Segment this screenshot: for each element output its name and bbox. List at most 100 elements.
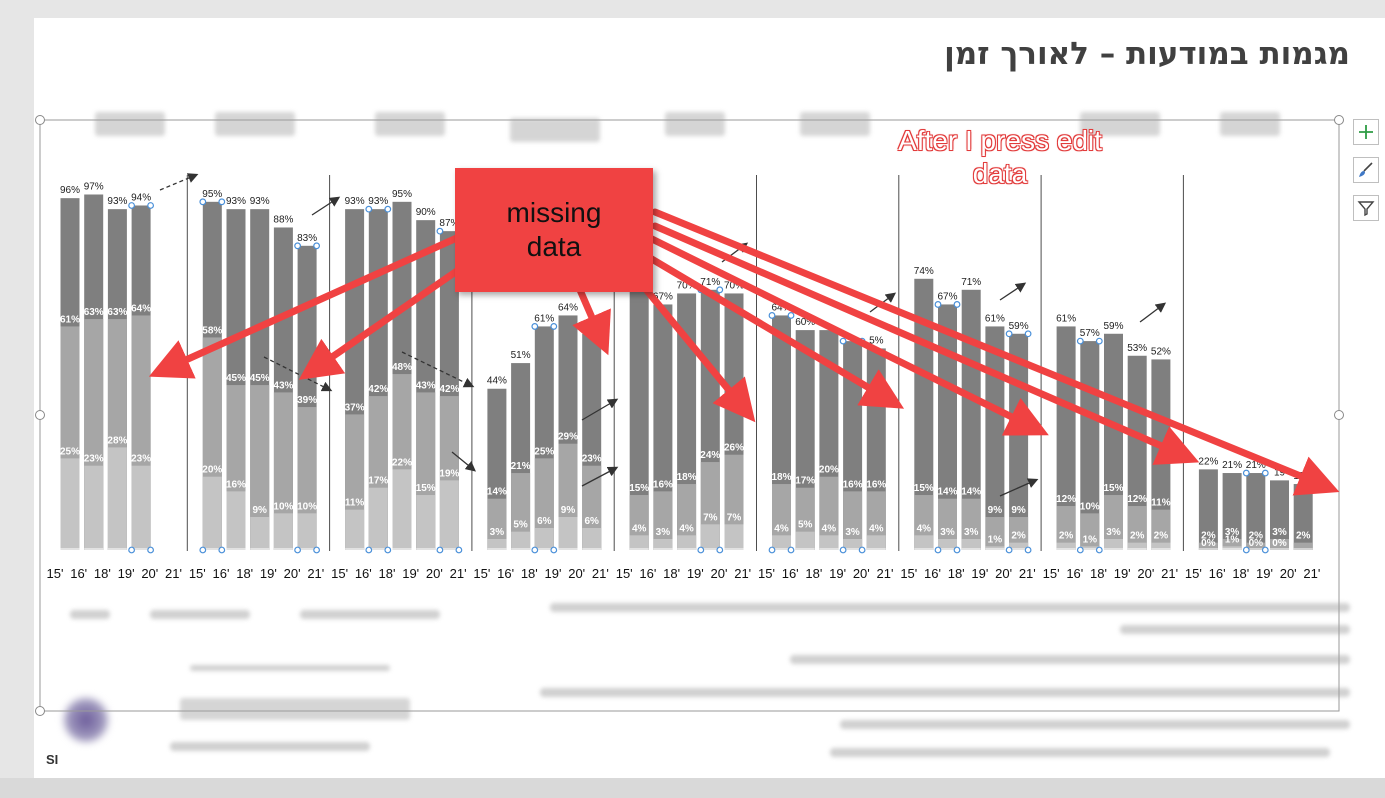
low-label: 22% — [392, 457, 412, 468]
bar-mid — [1056, 506, 1076, 550]
x-tick-label: 16' — [213, 566, 230, 581]
labels-layer: 96% 61% 25% 97% 63% 23% 93% 63% 28% 94% 64% 23% 95% 5… — [60, 181, 1313, 549]
resize-handle — [1334, 115, 1344, 125]
x-tick-label: 15' — [1043, 566, 1060, 581]
x-tick-label: 21' — [307, 566, 324, 581]
x-tick-label: 21' — [1019, 566, 1036, 581]
total-label: 93% — [368, 196, 388, 207]
annotation-line-2: data — [972, 158, 1028, 189]
bar-mid — [1246, 542, 1266, 550]
total-label: 44% — [487, 376, 507, 387]
mid-label: 23% — [582, 454, 602, 465]
total-label: 94% — [131, 192, 151, 203]
x-tick-label: 20' — [711, 566, 728, 581]
bar-total — [1270, 480, 1289, 550]
trend-arrow — [581, 466, 619, 487]
mid-label: 18% — [677, 472, 697, 483]
mid-label: 45% — [226, 373, 246, 384]
low-label: 6% — [584, 516, 599, 527]
bar-low — [511, 531, 531, 550]
bar-mid — [1127, 506, 1147, 550]
selection-handle — [294, 242, 302, 250]
low-label: 17% — [368, 476, 388, 487]
selection-handle — [313, 546, 321, 554]
x-tick-label: 20' — [995, 566, 1012, 581]
mid-label: 3% — [1272, 527, 1287, 538]
bar-total — [985, 326, 1005, 550]
total-label: 61% — [1056, 313, 1076, 324]
x-tick-label: 18' — [521, 566, 538, 581]
x-tick-label: 20' — [1137, 566, 1154, 581]
mid-label: 63% — [84, 307, 104, 318]
x-tick-label: 19' — [971, 566, 988, 581]
total-label: 93% — [345, 196, 365, 207]
x-tick-label: 16' — [639, 566, 656, 581]
selection-handle — [858, 546, 866, 554]
bar-low — [60, 458, 80, 550]
x-tick-label: 19' — [829, 566, 846, 581]
blurred-header — [215, 112, 295, 136]
low-label: 11% — [345, 498, 365, 509]
bar-low — [534, 528, 554, 550]
selection-handle — [1076, 337, 1084, 345]
low-label: 1% — [988, 534, 1003, 545]
low-label: 4% — [869, 523, 884, 534]
x-tick-label: 16' — [924, 566, 941, 581]
resize-handle — [35, 706, 45, 716]
bar-low — [629, 535, 649, 550]
total-label: 59% — [1103, 321, 1123, 332]
red-arrow — [636, 248, 905, 409]
low-label: 5% — [798, 520, 813, 531]
trend-arrow — [999, 282, 1027, 301]
mid-label: 24% — [700, 450, 720, 461]
total-label: 71% — [961, 277, 981, 288]
total-label: 97% — [84, 181, 104, 192]
mid-label: 20% — [819, 465, 839, 476]
mid-label: 14% — [487, 487, 507, 498]
bar-low — [558, 517, 578, 550]
low-label: 3% — [845, 527, 860, 538]
chart-styles-button[interactable] — [1353, 157, 1379, 183]
total-label: 64% — [771, 302, 791, 313]
x-tick-layer: 15' 16' 18' 19' 20' 21' 15' 16' 18' 19' 20' 21' 15' 1… — [47, 566, 1321, 581]
bar-total — [961, 289, 981, 550]
blurred-text — [70, 610, 110, 619]
x-tick-label: 20' — [853, 566, 870, 581]
total-label: 71% — [700, 277, 720, 288]
mid-label: 10% — [1080, 501, 1100, 512]
x-tick-label: 18' — [236, 566, 253, 581]
total-label: 51% — [511, 350, 531, 361]
x-tick-label: 19' — [1256, 566, 1273, 581]
blurred-header — [510, 118, 600, 142]
chart-filters-button[interactable] — [1353, 195, 1379, 221]
mid-label: 2% — [1201, 531, 1216, 542]
trend-arrow — [1139, 302, 1167, 323]
bar-low — [653, 539, 673, 550]
low-label: 0% — [1249, 538, 1264, 549]
selection-handle — [313, 242, 321, 250]
bar-low — [1104, 539, 1123, 550]
selection-handle — [787, 312, 795, 319]
bar-low — [1222, 546, 1242, 550]
mid-label: 2% — [1249, 531, 1264, 542]
low-label: 23% — [84, 454, 104, 465]
red-arrow — [651, 222, 1200, 465]
bar-total — [1222, 473, 1242, 550]
x-tick-label: 15' — [758, 566, 775, 581]
mid-label: 21% — [511, 461, 531, 472]
mid-label: 29% — [558, 432, 578, 443]
bar-low — [1009, 542, 1029, 550]
red-arrow — [298, 258, 474, 380]
low-label: 9% — [252, 505, 267, 516]
bar-low — [866, 535, 886, 550]
low-label: 3% — [656, 527, 671, 538]
chart-elements-button[interactable] — [1353, 119, 1379, 145]
bar-total — [938, 304, 957, 550]
bar-low — [938, 539, 957, 550]
selection-handle — [147, 202, 155, 209]
selection-handle — [1242, 469, 1250, 477]
selection-handle — [1024, 546, 1032, 554]
selection-handle — [531, 323, 539, 330]
x-tick-label: 21' — [1303, 566, 1320, 581]
